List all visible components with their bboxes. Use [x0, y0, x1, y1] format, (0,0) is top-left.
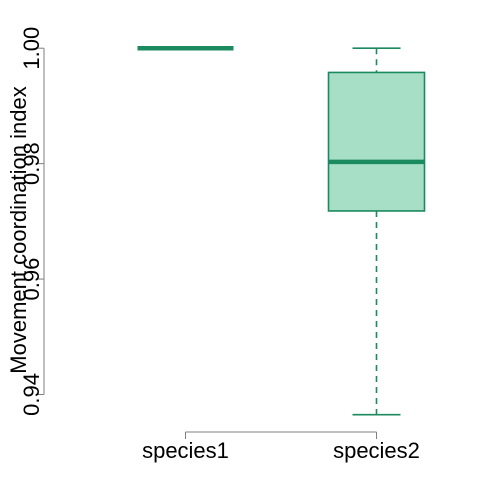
y-axis: 0.94 0.96 0.98 1.00: [19, 27, 45, 416]
y-tick-label: 0.94: [19, 373, 44, 416]
y-tick-label: 0.96: [19, 258, 44, 301]
box-iqr: [327, 71, 426, 212]
x-axis: species1 species2: [142, 431, 420, 463]
box-species2: [327, 47, 426, 416]
y-tick-label: 0.98: [19, 142, 44, 185]
x-tick-label: species1: [142, 438, 229, 463]
y-axis-label: Movement coordination index: [6, 86, 31, 373]
boxes: [137, 45, 426, 416]
y-tick-label: 1.00: [19, 27, 44, 70]
x-tick-label: species2: [333, 438, 420, 463]
